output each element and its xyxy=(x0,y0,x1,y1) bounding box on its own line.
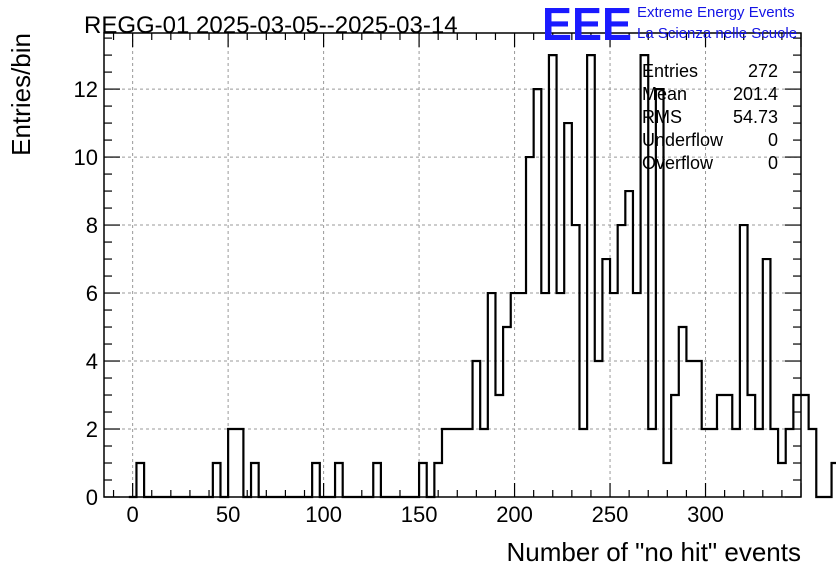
histogram-bin xyxy=(656,89,664,497)
histogram-bin xyxy=(732,429,740,497)
histogram-bin xyxy=(495,395,503,497)
histogram-bin xyxy=(236,429,244,497)
histogram-bin xyxy=(488,293,496,497)
y-tick-label: 12 xyxy=(74,77,98,102)
histogram-bin xyxy=(595,361,603,497)
x-axis-title: Number of "no hit" events xyxy=(507,537,802,567)
eee-logo: EEE Extreme Energy Events La Scienza nel… xyxy=(542,0,797,50)
histogram-bin xyxy=(534,89,542,497)
histogram-bin xyxy=(786,429,794,497)
histogram-bin xyxy=(473,361,481,497)
logo-line2: La Scienza nelle Scuole xyxy=(637,25,797,42)
histogram-bin xyxy=(801,395,809,497)
histogram-bin xyxy=(335,463,343,497)
histogram-bin xyxy=(564,123,572,497)
histogram-bin xyxy=(755,429,763,497)
histogram-bin xyxy=(832,463,836,497)
histogram-bin xyxy=(587,55,595,497)
stat-label-underflow: Underflow xyxy=(642,130,724,150)
histogram-bin xyxy=(442,429,450,497)
histogram-bin xyxy=(557,293,565,497)
logo-letters: EEE xyxy=(542,0,632,50)
histogram-bin xyxy=(740,225,748,497)
x-tick-label: 0 xyxy=(127,502,139,527)
x-tick-label: 200 xyxy=(496,502,533,527)
tick-labels: 0 50 100 150 200 250 300 0 2 4 6 8 10 12 xyxy=(74,77,724,527)
stat-label-overflow: Overflow xyxy=(642,153,714,173)
histogram-bin xyxy=(625,191,633,497)
y-tick-label: 0 xyxy=(86,485,98,510)
histogram-bin xyxy=(518,293,526,497)
x-tick-label: 50 xyxy=(216,502,240,527)
histogram-bin xyxy=(526,157,534,497)
stat-label-mean: Mean xyxy=(642,84,687,104)
logo-line1: Extreme Energy Events xyxy=(637,4,795,21)
histogram-bin xyxy=(602,259,610,497)
histogram-bin xyxy=(480,429,488,497)
histogram-bin xyxy=(312,463,320,497)
histogram-series xyxy=(128,53,836,499)
y-tick-label: 2 xyxy=(86,417,98,442)
histogram-bin xyxy=(717,395,725,497)
histogram-bin xyxy=(450,429,458,497)
stat-value-overflow: 0 xyxy=(768,153,778,173)
histogram-bin xyxy=(579,429,587,497)
histogram-bin xyxy=(633,293,641,497)
histogram-bin xyxy=(549,55,557,497)
y-tick-label: 8 xyxy=(86,213,98,238)
x-tick-label: 250 xyxy=(592,502,629,527)
y-tick-label: 4 xyxy=(86,349,98,374)
histogram-bin xyxy=(748,395,756,497)
histogram-bin xyxy=(373,463,381,497)
histogram-bin xyxy=(610,293,618,497)
histogram-bin xyxy=(679,327,687,497)
chart-title: REGG-01 2025-03-05--2025-03-14 xyxy=(84,12,458,39)
histogram-bin xyxy=(686,361,694,497)
histogram-bin xyxy=(671,395,679,497)
histogram-bin xyxy=(213,463,221,497)
stats-box: Entries 272 Mean 201.4 RMS 54.73 Underfl… xyxy=(642,61,778,173)
axis-ticks xyxy=(104,33,802,498)
x-tick-label: 300 xyxy=(687,502,724,527)
histogram-bin xyxy=(136,463,144,497)
histogram-bin xyxy=(709,429,717,497)
histogram-bin xyxy=(618,225,626,497)
grid xyxy=(104,33,801,497)
stat-label-rms: RMS xyxy=(642,107,682,127)
histogram-bin xyxy=(572,225,580,497)
histogram-bin xyxy=(763,259,771,497)
y-tick-label: 6 xyxy=(86,281,98,306)
plot-frame xyxy=(103,32,802,498)
histogram-bin xyxy=(511,293,519,497)
histogram-bin xyxy=(503,327,511,497)
stat-value-mean: 201.4 xyxy=(733,84,778,104)
stat-label-entries: Entries xyxy=(642,61,698,81)
histogram-bin xyxy=(251,463,259,497)
histogram-bin xyxy=(228,429,236,497)
histogram-bin xyxy=(694,361,702,497)
histogram-bin xyxy=(419,463,427,497)
stat-value-rms: 54.73 xyxy=(733,107,778,127)
y-tick-label: 10 xyxy=(74,145,98,170)
stat-value-underflow: 0 xyxy=(768,130,778,150)
histogram-bin xyxy=(541,293,549,497)
x-tick-label: 100 xyxy=(305,502,342,527)
histogram-bin xyxy=(770,429,778,497)
histogram-bin xyxy=(809,429,817,497)
histogram-bin xyxy=(465,429,473,497)
stat-value-entries: 272 xyxy=(748,61,778,81)
histogram-bin xyxy=(725,395,733,497)
histogram-bin xyxy=(457,429,465,497)
x-tick-label: 150 xyxy=(401,502,438,527)
histogram-bin xyxy=(648,429,656,497)
y-axis-title: Entries/bin xyxy=(6,33,36,156)
